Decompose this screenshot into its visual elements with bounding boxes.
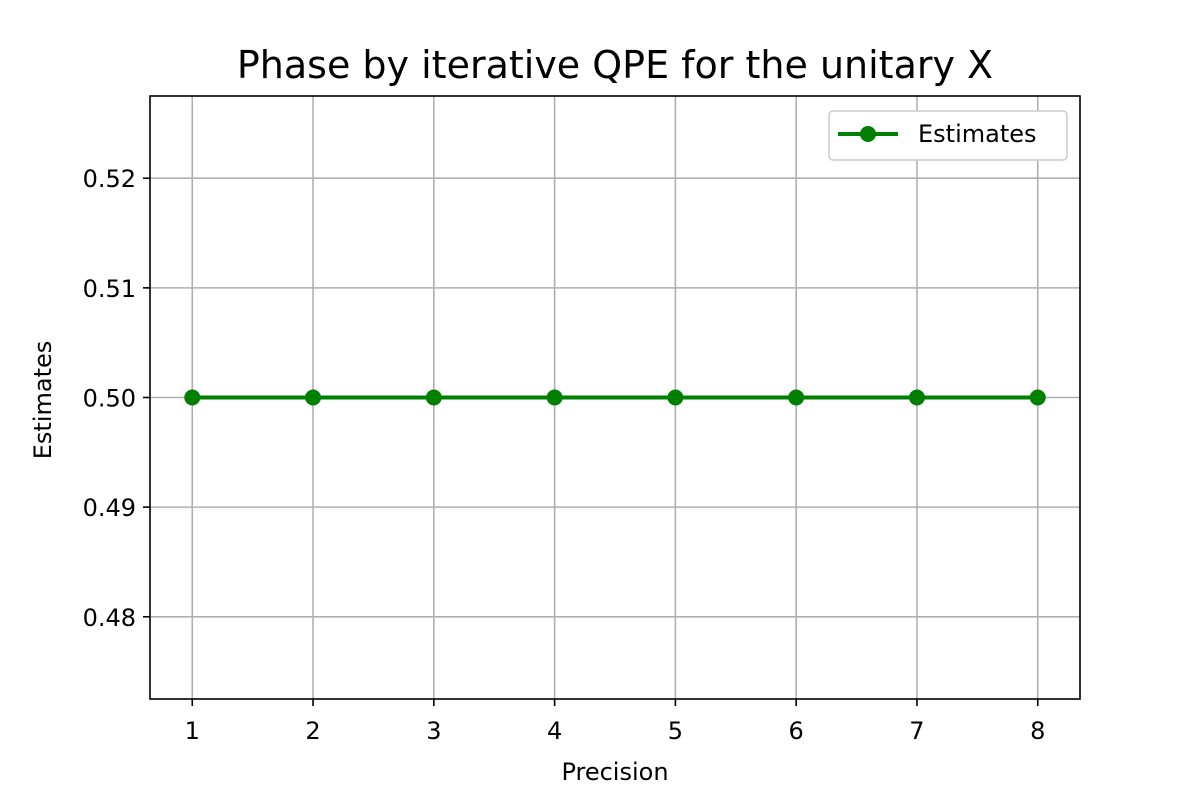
chart-title: Phase by iterative QPE for the unitary X (237, 43, 993, 87)
y-tick-label: 0.50 (83, 385, 136, 413)
x-tick-label: 5 (668, 717, 683, 745)
series-point (1029, 389, 1046, 406)
series-point (546, 389, 563, 406)
x-axis-ticks: 1 2 3 4 5 6 7 8 (185, 699, 1045, 745)
x-tick-label: 2 (305, 717, 320, 745)
legend-box (828, 110, 1068, 161)
series-point (305, 389, 322, 406)
y-tick-label: 0.49 (83, 494, 136, 522)
series-point (788, 389, 805, 406)
series-point (667, 389, 684, 406)
legend-marker-swatch (860, 126, 876, 142)
x-tick-label: 8 (1030, 717, 1045, 745)
x-tick-label: 4 (547, 717, 562, 745)
y-tick-label: 0.48 (83, 604, 136, 632)
x-axis-label: Precision (561, 758, 668, 786)
y-tick-label: 0.51 (83, 275, 136, 303)
x-tick-label: 7 (909, 717, 924, 745)
series-point (184, 389, 201, 406)
series-layer (184, 389, 1046, 406)
y-axis-ticks: 0.48 0.49 0.50 0.51 0.52 (83, 165, 150, 632)
x-tick-label: 1 (185, 717, 200, 745)
x-tick-label: 6 (789, 717, 804, 745)
x-tick-label: 3 (426, 717, 441, 745)
legend-label: Estimates (918, 120, 1037, 148)
series-point (425, 389, 442, 406)
series-point (908, 389, 925, 406)
y-tick-label: 0.52 (83, 165, 136, 193)
legend: Estimates (828, 110, 1068, 161)
y-axis-label: Estimates (29, 341, 57, 460)
